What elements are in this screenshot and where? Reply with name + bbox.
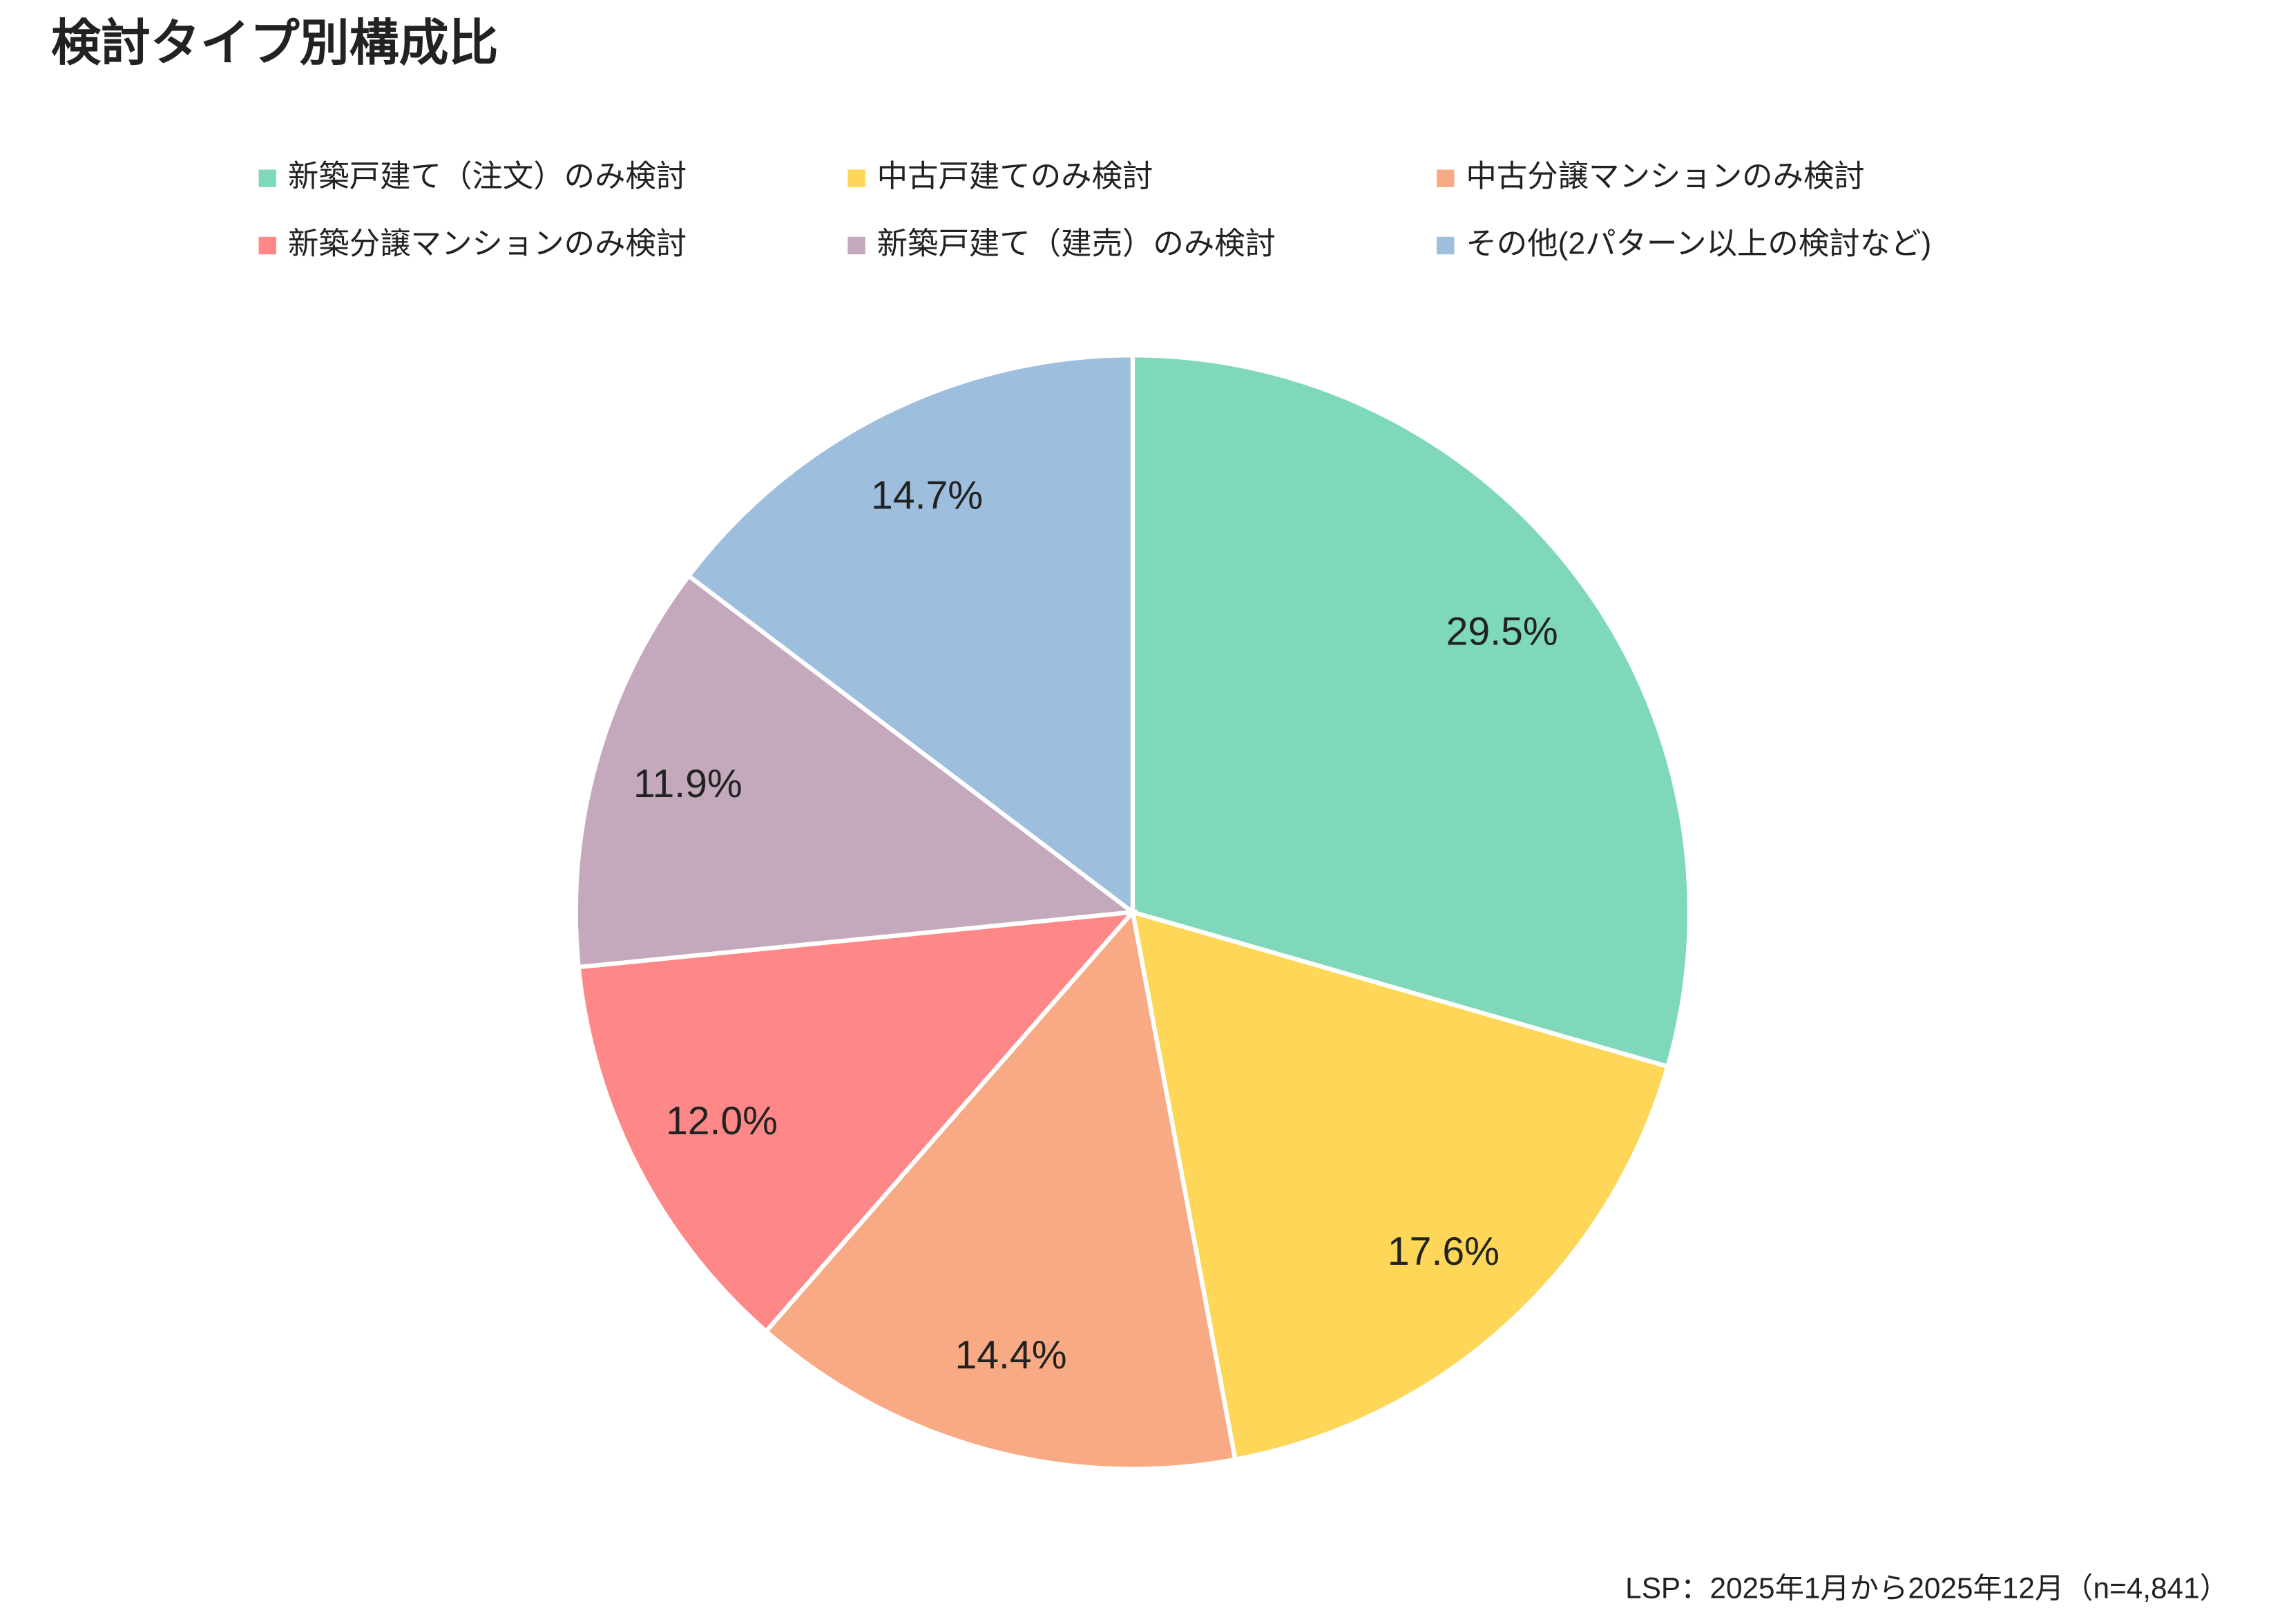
legend-label: 新築分譲マンションのみ検討 [288,227,687,260]
legend-swatch [1437,236,1455,255]
legend-label: 中古戸建てのみ検討 [877,160,1153,193]
pie-slice [763,907,1238,1471]
data-label: 11.9% [633,762,743,806]
data-label: 17.6% [1388,1230,1500,1274]
pie-slice [685,353,1136,917]
legend-swatch [1437,169,1455,187]
legend-swatch [258,236,276,255]
legend-label: その他(2パターン以上の検討など) [1466,227,1931,260]
legend-swatch [847,169,865,187]
legend-swatch [258,169,276,187]
data-label: 29.5% [1446,609,1558,653]
data-label: 12.0% [666,1099,778,1143]
chart-title: 検討タイプ別構成比 [51,16,498,71]
legend-label: 新築戸建て（注文）のみ検討 [288,160,687,193]
pie-slice [1129,908,1671,1462]
data-label: 14.4% [955,1333,1067,1377]
footnote: LSP：2025年1月から2025年12月（n=4,841） [1625,1572,2229,1604]
legend-label: 中古分譲マンションのみ検討 [1466,160,1865,193]
data-label: 14.7% [871,473,983,517]
legend-label: 新築戸建て（建売）のみ検討 [877,227,1276,260]
pie-slice [1130,353,1692,1069]
pie-slice [573,573,1139,970]
pie-slice [576,909,1138,1335]
legend-swatch [847,236,865,255]
